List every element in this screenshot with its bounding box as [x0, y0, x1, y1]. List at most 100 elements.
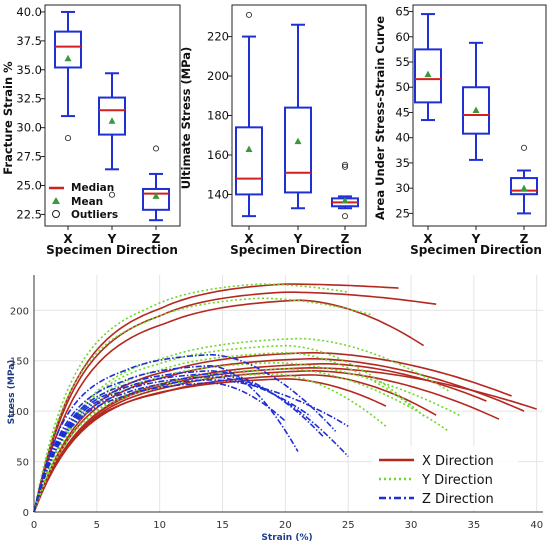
curve-z-direction	[33, 364, 299, 513]
ytick-label: 30.0	[16, 121, 42, 135]
curve-x-direction	[33, 299, 425, 513]
stress-strain-legend: X Direction Y Direction Z Direction	[372, 446, 518, 510]
mean-marker	[341, 196, 349, 204]
legend-z-label: Z Direction	[422, 492, 494, 507]
ytick-label: 40	[395, 131, 410, 145]
curve-y-direction	[33, 297, 374, 513]
strain-tick-label: 30	[405, 520, 418, 531]
category-label: Z	[520, 232, 529, 246]
iqr-box	[98, 96, 126, 136]
box-x	[54, 10, 82, 142]
ytick-label: 180	[207, 109, 229, 123]
curve-y-direction	[33, 337, 450, 513]
iqr-box	[462, 86, 490, 135]
ytick-label: 40.0	[16, 5, 42, 19]
iqr-box	[235, 126, 263, 196]
ytick-label: 60	[395, 30, 410, 44]
box-y	[462, 41, 490, 161]
strain-tick-label: 40	[530, 520, 543, 531]
curve-z-direction	[33, 373, 349, 513]
box-z	[510, 144, 538, 215]
curve-x-direction	[33, 357, 525, 513]
panel3-xlabel: Specimen Direction	[410, 243, 542, 257]
curve-z-direction	[33, 382, 286, 513]
category-label: Z	[152, 232, 161, 246]
category-label: Y	[471, 232, 481, 246]
ultimate-stress-panel: 140 160 180 200 220 X Y Z Ultimate Stress (MPa)…	[179, 4, 367, 257]
curve-y-direction	[33, 368, 450, 513]
mean-marker	[152, 192, 160, 199]
box-y	[284, 23, 312, 210]
iqr-box	[284, 106, 312, 194]
outlier-point	[341, 213, 349, 220]
curve-y-direction	[33, 351, 412, 513]
curve-x-direction	[33, 378, 387, 513]
panel1-ylabel: Fracture Strain %	[1, 61, 15, 175]
box-x	[414, 13, 442, 122]
legend-outliers-label: Outliers	[71, 209, 118, 221]
strain-tick-label: 20	[279, 520, 292, 531]
stress-strain-panel: 0 5 10 15 20 25 30 35 40 0 50 100 150 200 Stress (MPa…	[7, 275, 543, 543]
strain-axis-label: Strain (%)	[261, 533, 312, 543]
outlier-point	[108, 191, 116, 198]
ytick-label: 160	[207, 148, 229, 162]
mean-marker	[424, 70, 432, 78]
fracture-strain-panel: 22.5 25.0 27.5 30.0 32.5 35.0 37.5 40.0 X Y Z Medi…	[1, 4, 181, 257]
curve-y-direction	[33, 283, 349, 513]
outlier-point	[64, 135, 72, 142]
panel1-xlabel: Specimen Direction	[46, 243, 178, 257]
ytick-label: 25	[395, 206, 410, 220]
curve-y-direction	[33, 373, 387, 513]
outlier-point	[341, 161, 349, 168]
category-label: Y	[107, 232, 117, 246]
ytick-label: 55	[395, 55, 410, 69]
stress-axis-label: Stress (MPa)	[7, 360, 17, 425]
ytick-label: 50	[395, 80, 410, 94]
iqr-box	[142, 187, 170, 211]
stress-tick-label: 50	[16, 458, 29, 469]
category-label: Y	[293, 232, 303, 246]
curve-x-direction	[33, 291, 437, 513]
curve-y-direction	[33, 344, 425, 513]
curve-x-direction	[33, 283, 399, 513]
iqr-box	[510, 177, 538, 196]
panel2-xlabel: Specimen Direction	[230, 243, 362, 257]
category-label: X	[63, 232, 73, 246]
strain-tick-label: 35	[468, 520, 481, 531]
mean-marker	[108, 117, 116, 124]
strain-tick-label: 25	[342, 520, 355, 531]
outlier-point	[341, 163, 349, 170]
mean-marker	[520, 184, 528, 192]
legend-median-label: Median	[71, 182, 114, 194]
mean-marker	[64, 54, 72, 62]
strain-tick-label: 10	[153, 520, 166, 531]
stress-tick-label: 150	[10, 357, 29, 368]
ytick-label: 32.5	[16, 92, 42, 106]
strain-tick-label: 15	[216, 520, 229, 531]
stress-tick-label: 0	[23, 508, 29, 519]
mean-marker	[472, 106, 480, 113]
ytick-label: 37.5	[16, 34, 42, 48]
box-z	[142, 145, 170, 222]
box-x	[235, 11, 263, 218]
ytick-label: 35	[395, 156, 410, 170]
ytick-label: 27.5	[16, 150, 42, 164]
legend-outlier-swatch	[52, 210, 60, 218]
panel3-frame	[412, 4, 547, 227]
curve-z-direction	[33, 379, 349, 513]
legend-box	[372, 446, 518, 510]
ytick-label: 22.5	[16, 207, 42, 221]
strain-tick-label: 5	[94, 520, 100, 531]
curve-x-direction	[33, 366, 537, 513]
panel2-ylabel: Ultimate Stress (MPa)	[179, 47, 193, 190]
curve-z-direction	[33, 376, 311, 513]
stress-tick-label: 200	[10, 306, 29, 317]
category-label: X	[423, 232, 433, 246]
outlier-point	[520, 144, 528, 151]
ytick-label: 30	[395, 181, 410, 195]
category-label: X	[244, 232, 254, 246]
legend-mean-label: Mean	[71, 196, 103, 208]
ytick-label: 35.0	[16, 63, 42, 77]
outlier-point	[245, 11, 253, 18]
